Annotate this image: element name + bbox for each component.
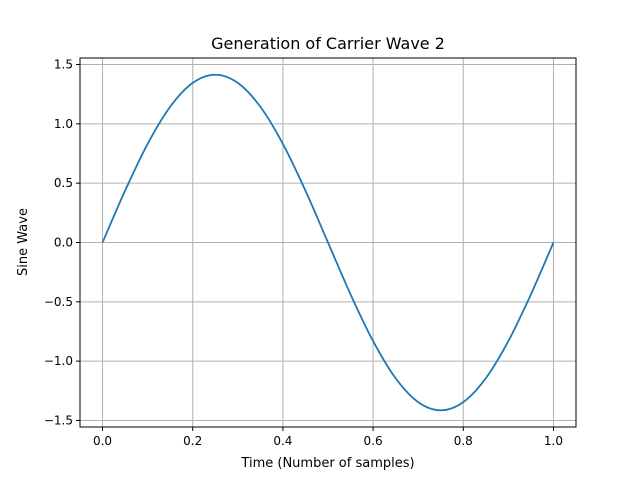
x-tick-label: 0.2 <box>183 434 202 448</box>
x-axis: 0.0 0.2 0.4 0.6 0.8 1.0 <box>93 427 563 448</box>
x-tick-label: 0.4 <box>273 434 292 448</box>
y-tick-label: −1.0 <box>44 354 73 368</box>
y-tick-label: 1.5 <box>54 58 73 72</box>
series-group <box>101 73 555 412</box>
x-axis-label: Time (Number of samples) <box>240 456 414 471</box>
y-axis-label: Sine Wave <box>16 208 31 276</box>
sine-wave-line <box>101 73 555 412</box>
grid <box>80 58 576 427</box>
x-tick-label: 0.0 <box>93 434 112 448</box>
y-axis: −1.5 −1.0 −0.5 0.0 0.5 1.0 1.5 <box>44 58 80 427</box>
x-tick-label: 0.8 <box>454 434 473 448</box>
x-tick-label: 1.0 <box>544 434 563 448</box>
y-tick-label: 0.5 <box>54 176 73 190</box>
y-tick-label: 1.0 <box>54 117 73 131</box>
y-tick-label: −0.5 <box>44 295 73 309</box>
y-tick-label: 0.0 <box>54 236 73 250</box>
x-tick-label: 0.6 <box>364 434 383 448</box>
y-tick-label: −1.5 <box>44 413 73 427</box>
chart-title: Generation of Carrier Wave 2 <box>211 34 445 53</box>
